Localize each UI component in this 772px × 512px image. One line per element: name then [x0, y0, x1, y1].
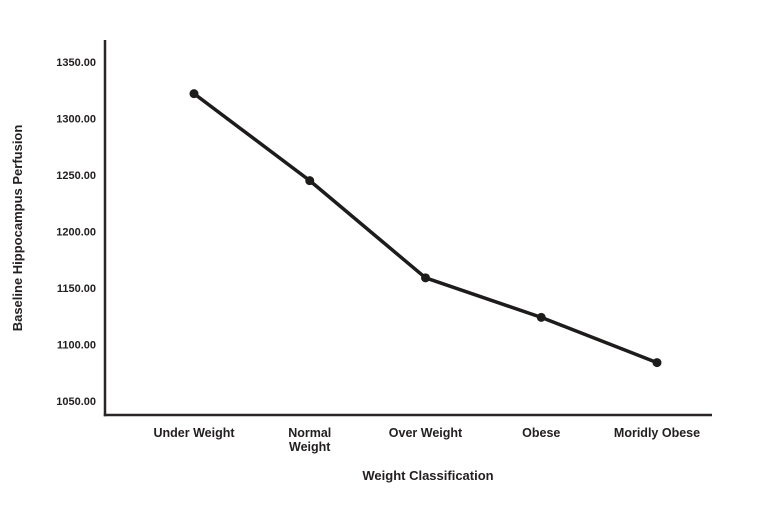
y-axis-title: Baseline Hippocampus Perfusion [10, 125, 25, 332]
data-point-marker [652, 358, 662, 368]
x-category-label: Under Weight [153, 426, 235, 440]
data-point-marker [189, 89, 199, 99]
x-axis-category-labels: Under Weight Normal Weight Over Weight Obese… [153, 426, 700, 454]
y-tick-label: 1150.00 [57, 283, 96, 295]
x-category-label: Moridly Obese [614, 426, 700, 440]
y-axis-tick-labels: 1050.00 1100.00 1150.00 1200.00 1250.00 1300.… [56, 57, 96, 408]
data-point-marker [536, 312, 546, 322]
x-category-label: Over Weight [389, 426, 463, 440]
y-tick-label: 1100.00 [57, 340, 96, 352]
y-tick-label: 1300.00 [56, 114, 96, 126]
series-line [192, 91, 659, 365]
data-point-marker [305, 176, 315, 186]
data-series [189, 89, 662, 368]
y-tick-label: 1050.00 [56, 396, 96, 408]
x-axis-title: Weight Classification [362, 468, 493, 483]
y-tick-label: 1350.00 [56, 57, 96, 69]
y-tick-label: 1200.00 [56, 227, 96, 239]
x-category-label: Obese [522, 426, 560, 440]
y-tick-label: 1250.00 [56, 170, 96, 182]
x-category-label: Normal Weight [288, 426, 331, 454]
data-point-marker [421, 273, 430, 283]
